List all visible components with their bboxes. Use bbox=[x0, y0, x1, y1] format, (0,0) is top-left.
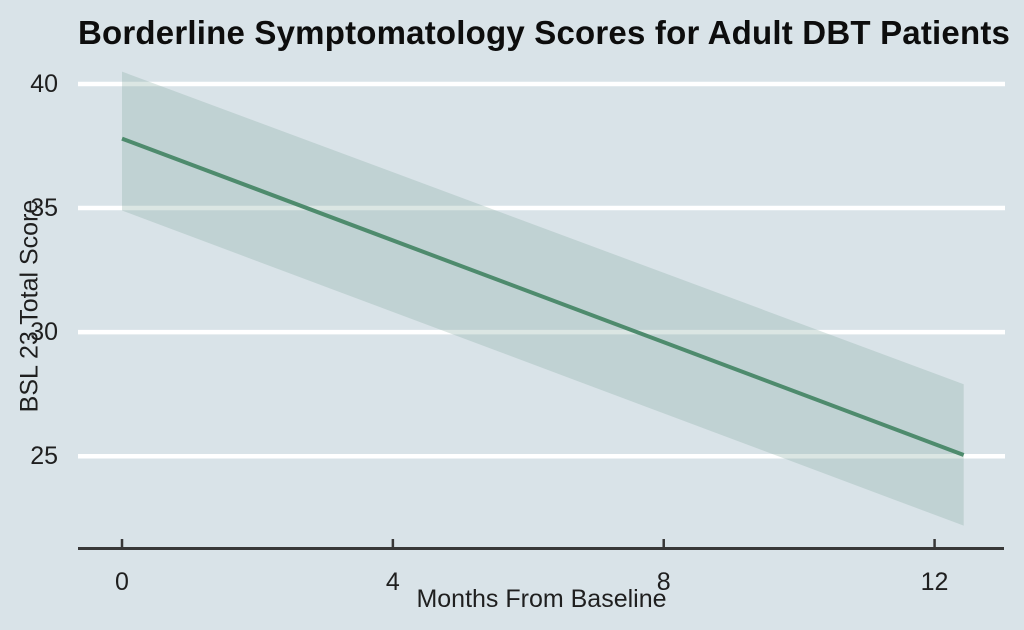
y-tick-label: 25 bbox=[30, 442, 58, 471]
x-axis-title: Months From Baseline bbox=[416, 585, 667, 613]
x-tick-label: 12 bbox=[920, 568, 949, 596]
y-tick-label: 30 bbox=[30, 318, 58, 347]
y-axis-title-text: BSL 23 Total Score bbox=[15, 199, 44, 413]
y-tick-label: 40 bbox=[30, 69, 58, 98]
trend-line bbox=[121, 136, 965, 457]
x-tick-label: 8 bbox=[656, 568, 671, 596]
x-tick-label: 0 bbox=[115, 568, 129, 596]
x-tick-label: 4 bbox=[385, 568, 400, 596]
chart-title: Borderline Symptomatology Scores for Adu… bbox=[78, 14, 1011, 51]
y-tick-label: 35 bbox=[30, 194, 58, 223]
